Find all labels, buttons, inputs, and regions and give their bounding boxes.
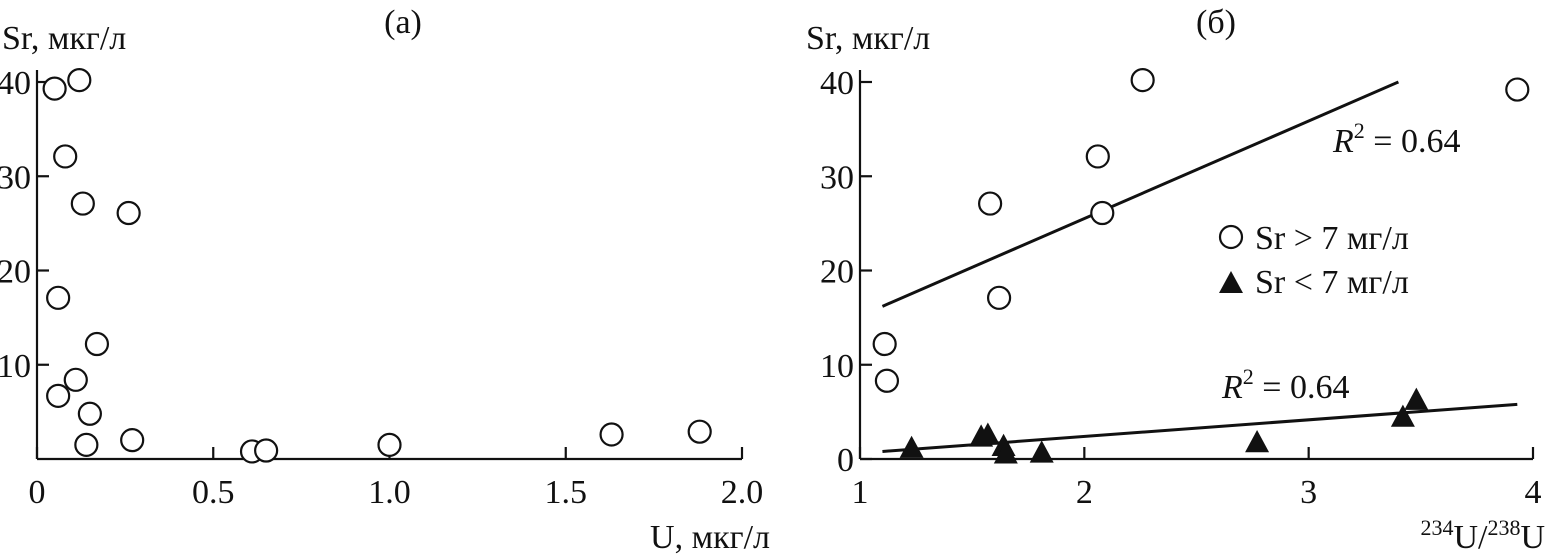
b-point-circle	[1085, 144, 1110, 169]
a-point-circle	[67, 68, 92, 93]
fit-label-lower: R2 = 0.64	[1221, 364, 1349, 406]
legend-circle-marker	[1218, 224, 1244, 250]
a-point-circle	[377, 432, 402, 457]
b-x-tick-label: 1	[852, 474, 869, 511]
panel-a-y-label: Sr, мкг/л	[2, 20, 126, 57]
b-point-triangle	[899, 435, 924, 458]
b-x-tick-label: 3	[1300, 474, 1317, 511]
panel-b-y-label: Sr, мкг/л	[806, 20, 930, 57]
a-point-circle	[46, 285, 71, 310]
a-x-tick-label: 0	[29, 474, 46, 511]
b-fit-line-0	[881, 80, 1399, 308]
x-label-sup-234: 234	[1420, 515, 1453, 540]
b-x-tick-label: 2	[1076, 474, 1093, 511]
b-y-tick-label: 0	[837, 442, 854, 479]
a-y-tick-label: 40	[0, 65, 31, 102]
a-point-circle	[599, 422, 624, 447]
a-x-tick-label: 1.0	[368, 474, 411, 511]
panel-b-axes	[858, 70, 1533, 461]
panel-a-title: (а)	[384, 4, 422, 41]
b-point-circle	[1090, 200, 1115, 226]
b-y-tick-label: 10	[820, 348, 854, 385]
b-point-triangle	[1029, 440, 1054, 463]
a-point-circle	[70, 191, 95, 216]
b-point-circle	[872, 331, 897, 357]
b-point-triangle	[1404, 387, 1429, 410]
b-point-circle	[1130, 68, 1155, 93]
panel-a-axes	[35, 70, 742, 461]
a-point-circle	[77, 401, 102, 426]
panel-a: (а) Sr, мкг/л U, мкг/л 0 0.5 1.0 1.5 2.0 10 20…	[0, 4, 770, 556]
panel-a-points	[42, 68, 712, 464]
legend-label-high: Sr > 7 мг/л	[1255, 220, 1409, 257]
panel-b-title: (б)	[1196, 4, 1236, 41]
legend-label-low: Sr < 7 мг/л	[1255, 264, 1409, 301]
a-y-tick-label: 10	[0, 348, 31, 385]
b-y-tick-label: 20	[820, 254, 854, 291]
x-label-u2: U	[1520, 519, 1545, 556]
a-x-tick-label: 2.0	[721, 474, 764, 511]
panel-a-x-label: U, мкг/л	[650, 519, 770, 556]
b-point-circle	[1505, 77, 1530, 102]
legend: Sr > 7 мг/л Sr < 7 мг/л	[1218, 220, 1409, 301]
a-point-circle	[63, 367, 88, 392]
b-point-triangle	[1390, 404, 1415, 427]
b-y-tick-label: 30	[820, 159, 854, 196]
b-point-circle	[978, 191, 1003, 216]
a-x-tick-label: 0.5	[192, 474, 235, 511]
b-x-tick-label: 4	[1525, 474, 1542, 511]
b-point-circle	[874, 368, 900, 393]
panel-b-x-label: 234U/238U	[1420, 515, 1545, 556]
fit-label-upper: R2 = 0.64	[1332, 118, 1460, 160]
b-point-triangle	[993, 441, 1018, 464]
a-point-circle	[46, 383, 71, 408]
b-y-tick-label: 40	[820, 65, 854, 102]
x-label-u1: U/	[1453, 519, 1488, 556]
x-label-sup-238: 238	[1487, 515, 1520, 540]
a-point-circle	[42, 76, 67, 101]
a-y-tick-label: 20	[0, 254, 31, 291]
a-point-circle	[687, 419, 712, 444]
legend-triangle-marker	[1219, 271, 1243, 293]
a-point-circle	[53, 144, 78, 169]
b-point-triangle	[1245, 430, 1270, 453]
b-point-circle	[986, 285, 1012, 310]
a-point-circle	[116, 200, 141, 226]
a-point-circle	[74, 432, 99, 457]
panel-b-points	[872, 68, 1530, 464]
b-point-triangle	[975, 422, 1000, 445]
panel-a-ticks: 0 0.5 1.0 1.5 2.0 10 20 30 40	[0, 65, 763, 511]
a-point-circle	[120, 428, 145, 453]
a-point-circle	[254, 438, 279, 463]
a-x-tick-label: 1.5	[545, 474, 588, 511]
a-point-circle	[84, 331, 110, 357]
a-y-tick-label: 30	[0, 159, 31, 196]
